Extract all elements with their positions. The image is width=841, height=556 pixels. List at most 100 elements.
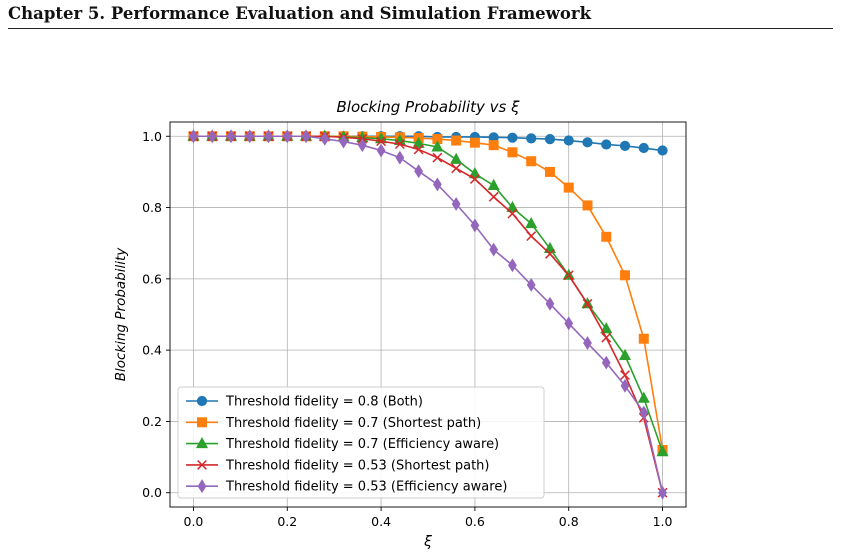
- data-point: [488, 191, 499, 202]
- data-point: [376, 143, 386, 158]
- data-point: [489, 242, 499, 257]
- data-point: [195, 436, 209, 449]
- data-point: [432, 152, 443, 163]
- data-point: [431, 140, 444, 152]
- data-point: [196, 395, 208, 407]
- data-point: [656, 445, 669, 457]
- data-point: [394, 139, 405, 150]
- data-point: [226, 129, 236, 144]
- data-point: [507, 132, 518, 143]
- data-point: [583, 336, 592, 350]
- data-point: [639, 405, 649, 420]
- x-tick-label: 0.6: [465, 514, 485, 529]
- legend-item: Threshold fidelity = 0.53 (Shortest path…: [186, 458, 489, 473]
- data-point: [450, 152, 463, 164]
- data-point: [620, 270, 631, 281]
- legend-label: Threshold fidelity = 0.8 (Both): [225, 395, 423, 410]
- data-point: [282, 129, 292, 144]
- legend-label: Threshold fidelity = 0.7 (Efficiency awa…: [225, 437, 499, 452]
- data-point: [658, 485, 667, 500]
- data-point: [413, 144, 424, 155]
- data-point: [638, 142, 649, 154]
- data-point: [197, 417, 207, 428]
- data-point: [468, 167, 481, 179]
- data-point: [618, 348, 632, 360]
- data-point: [582, 200, 593, 211]
- data-point: [508, 258, 517, 273]
- header-rule: [8, 28, 833, 29]
- legend-item: Threshold fidelity = 0.53 (Efficiency aw…: [186, 479, 507, 495]
- data-point: [526, 231, 537, 242]
- x-tick-label: 0.4: [371, 514, 391, 529]
- data-point: [620, 370, 630, 381]
- legend-label: Threshold fidelity = 0.53 (Efficiency aw…: [225, 480, 507, 495]
- data-point: [414, 164, 424, 179]
- data-point: [320, 131, 330, 146]
- data-point: [545, 296, 555, 311]
- data-point: [637, 391, 650, 403]
- series-5: [189, 129, 667, 500]
- y-tick-label: 0.0: [142, 485, 162, 500]
- chart-title: Blocking Probability vs ξ: [336, 98, 520, 116]
- data-point: [197, 479, 207, 494]
- legend: Threshold fidelity = 0.8 (Both) Threshold…: [177, 386, 545, 499]
- data-point: [507, 208, 518, 219]
- data-point: [339, 134, 348, 149]
- y-tick-label: 0.4: [142, 343, 162, 358]
- data-point: [544, 134, 556, 145]
- y-tick-label: 0.8: [142, 200, 162, 215]
- data-point: [601, 139, 612, 150]
- data-point: [451, 197, 461, 211]
- data-point: [506, 200, 519, 213]
- x-tick-label: 0.0: [184, 514, 204, 529]
- data-point: [619, 140, 631, 151]
- data-point: [545, 248, 555, 259]
- data-point: [601, 231, 612, 242]
- data-point: [376, 136, 387, 147]
- data-point: [563, 270, 574, 281]
- data-point: [207, 129, 217, 144]
- data-point: [582, 298, 593, 309]
- data-point: [432, 177, 442, 192]
- data-point: [507, 147, 518, 158]
- legend-label: Threshold fidelity = 0.53 (Shortest path…: [225, 458, 489, 473]
- data-point: [357, 138, 367, 153]
- data-point: [197, 459, 207, 470]
- data-point: [488, 140, 499, 151]
- data-point: [264, 129, 273, 144]
- legend-item: Threshold fidelity = 0.7 (Efficiency awa…: [186, 436, 499, 452]
- data-point: [469, 137, 480, 148]
- data-point: [564, 316, 574, 331]
- y-axis-label: Blocking Probability: [113, 247, 129, 382]
- x-tick-label: 1.0: [653, 514, 673, 529]
- data-point: [638, 333, 649, 344]
- x-tick-label: 0.8: [559, 514, 579, 529]
- data-point: [526, 133, 537, 144]
- legend-label: Threshold fidelity = 0.7 (Shortest path): [225, 416, 481, 431]
- x-axis-label: ξ: [423, 534, 432, 550]
- data-point: [526, 156, 537, 167]
- data-point: [657, 145, 668, 156]
- axes-frame: [169, 121, 687, 508]
- page-header: Chapter 5. Performance Evaluation and Si…: [8, 4, 592, 23]
- data-point: [451, 135, 462, 146]
- data-point: [245, 129, 255, 144]
- data-point: [526, 277, 536, 292]
- data-point: [412, 136, 425, 148]
- legend-item: Threshold fidelity = 0.7 (Shortest path): [186, 416, 481, 431]
- data-point: [451, 163, 462, 174]
- legend-item: Threshold fidelity = 0.8 (Both): [186, 395, 423, 410]
- legend-box: [177, 386, 545, 499]
- y-tick-label: 0.6: [142, 271, 162, 286]
- data-point: [601, 355, 611, 370]
- data-point: [525, 216, 538, 229]
- data-point: [189, 129, 198, 144]
- data-point: [563, 135, 574, 146]
- data-point: [600, 322, 613, 334]
- data-point: [469, 174, 480, 184]
- data-point: [487, 178, 500, 190]
- data-point: [543, 241, 557, 254]
- data-point: [620, 378, 630, 393]
- data-point: [563, 182, 574, 193]
